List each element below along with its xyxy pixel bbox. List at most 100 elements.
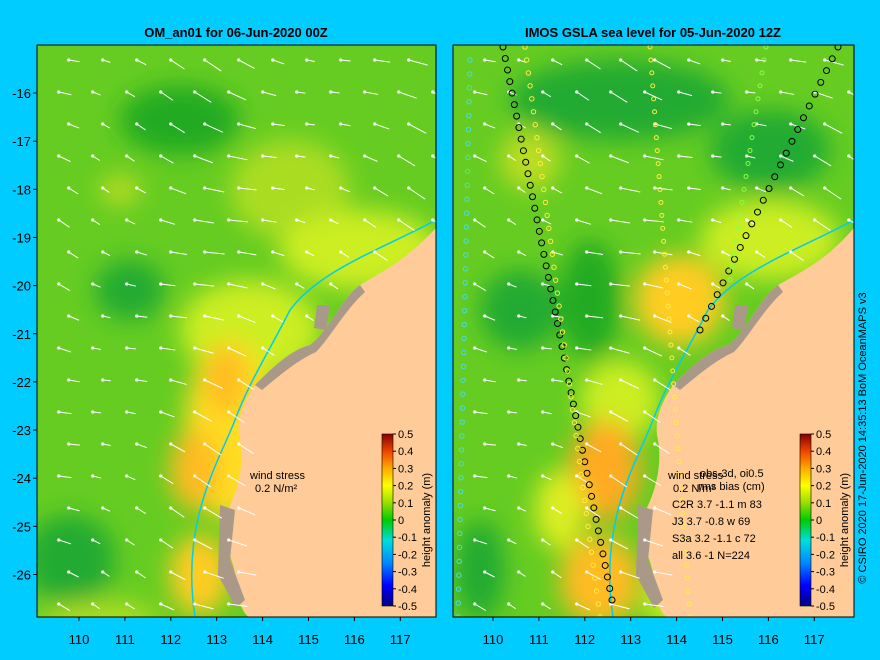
lon-tick-label: 117 (390, 632, 411, 647)
wind-vector (484, 507, 496, 512)
lat-tick-label: -19 (12, 230, 31, 245)
wind-vector (238, 123, 257, 130)
lon-tick-label: 114 (666, 632, 687, 647)
track-obs-marker (754, 208, 761, 216)
wind-vector-tail (653, 442, 657, 446)
wind-vector (474, 283, 487, 292)
wind-vector (474, 347, 488, 353)
wind-vector (620, 443, 638, 456)
colorbar-tick-label: 0.4 (398, 446, 413, 458)
wind-vector-tail (551, 506, 555, 510)
wind-vector (859, 60, 876, 68)
wind-vector-tail (813, 218, 817, 222)
track-obs-marker (671, 381, 677, 387)
wind-vector-tail (473, 410, 477, 414)
lon-tick-label: 115 (712, 632, 733, 647)
track-obs-marker (681, 523, 687, 529)
track-obs-marker (686, 601, 692, 607)
wind-vector (654, 571, 673, 576)
wind-vector (68, 571, 79, 578)
wind-vector (160, 539, 174, 549)
right-wind-label: wind stress (667, 470, 724, 482)
wind-vector-tail (483, 442, 487, 446)
track-obs-marker (594, 527, 602, 535)
colorbar-tick-label: 0 (816, 515, 822, 527)
wind-vector-tail (329, 90, 333, 94)
right-island (732, 305, 748, 330)
wind-vector (688, 315, 700, 323)
wind-vector-tail (397, 154, 401, 158)
track-obs-marker (684, 575, 690, 581)
wind-vector-tail (813, 154, 817, 158)
wind-vector (620, 59, 638, 72)
colorbar-tick-label: -0.5 (398, 601, 417, 613)
wind-vector (824, 187, 842, 200)
wind-vector-tail (295, 218, 299, 222)
wind-vector-tail (135, 122, 139, 126)
wind-vector-tail (847, 90, 851, 94)
wind-vector-tail (203, 506, 207, 510)
wind-vector-tail (507, 538, 511, 542)
track-obs-marker (678, 484, 684, 490)
wind-vector-tail (847, 154, 851, 158)
wind-vector (160, 411, 175, 418)
wind-vector-tail (609, 218, 613, 222)
track-obs-marker (782, 149, 790, 157)
wind-vector (644, 603, 664, 607)
track-obs-marker (670, 368, 676, 374)
track-obs-marker (556, 303, 562, 309)
track-obs-marker (560, 354, 568, 362)
wind-vector-tail (101, 186, 105, 190)
colorbar-tick-label: 0.2 (816, 481, 831, 493)
wind-vector (204, 571, 224, 579)
colorbar-tick-label: 0.2 (398, 481, 413, 493)
wind-vector-tail (517, 378, 521, 382)
wind-vector (58, 219, 70, 228)
wind-vector (204, 379, 224, 389)
wind-vector (814, 219, 831, 231)
wind-vector-tail (507, 282, 511, 286)
wind-vector (552, 123, 562, 131)
track-obs-marker (556, 331, 564, 339)
wind-vector-tail (745, 218, 749, 222)
track-obs-marker (673, 420, 679, 426)
track-obs-marker (519, 147, 527, 155)
track-obs-marker (751, 122, 757, 128)
wind-vector-tail (261, 346, 265, 350)
wind-vector-tail (551, 186, 555, 190)
wind-vector-tail (575, 90, 579, 94)
wind-vector-tail (483, 378, 487, 382)
wind-vector (340, 251, 350, 258)
wind-vector (644, 475, 662, 487)
wind-vector (238, 59, 255, 69)
wind-vector-tail (677, 218, 681, 222)
colorbar-tick-label: -0.5 (816, 601, 835, 613)
track-obs-marker (755, 96, 761, 102)
wind-vector-tail (125, 538, 129, 542)
colorbar-tick-label: -0.2 (398, 549, 417, 561)
track-obs-marker (725, 267, 733, 275)
wind-vector (610, 91, 628, 103)
track-obs-marker (526, 181, 534, 189)
right-stats-legend: obs-3d, oi0.5 rms bias (cm) C2R 3.7 -1.1… (672, 468, 765, 562)
wind-vector (586, 379, 603, 385)
wind-vector-tail (619, 314, 623, 318)
wind-vector-tail (363, 218, 367, 222)
wind-vector (474, 155, 487, 162)
wind-vector-tail (789, 58, 793, 62)
track-obs-marker (466, 85, 473, 91)
wind-vector-tail (407, 186, 411, 190)
wind-vector (678, 155, 693, 158)
track-obs-marker (530, 109, 537, 115)
wind-vector-tail (619, 250, 623, 254)
wind-vector (620, 571, 640, 579)
track-obs-marker (593, 588, 600, 594)
wind-vector-tail (203, 58, 207, 62)
wind-vector-tail (203, 378, 207, 382)
wind-vector (364, 155, 378, 162)
left-panel-title: OM_an01 for 06-Jun-2020 00Z (144, 25, 328, 40)
track-obs-marker (508, 89, 516, 97)
track-obs-marker (675, 446, 681, 452)
wind-vector-tail (789, 186, 793, 190)
lon-tick-label: 113 (620, 632, 641, 647)
